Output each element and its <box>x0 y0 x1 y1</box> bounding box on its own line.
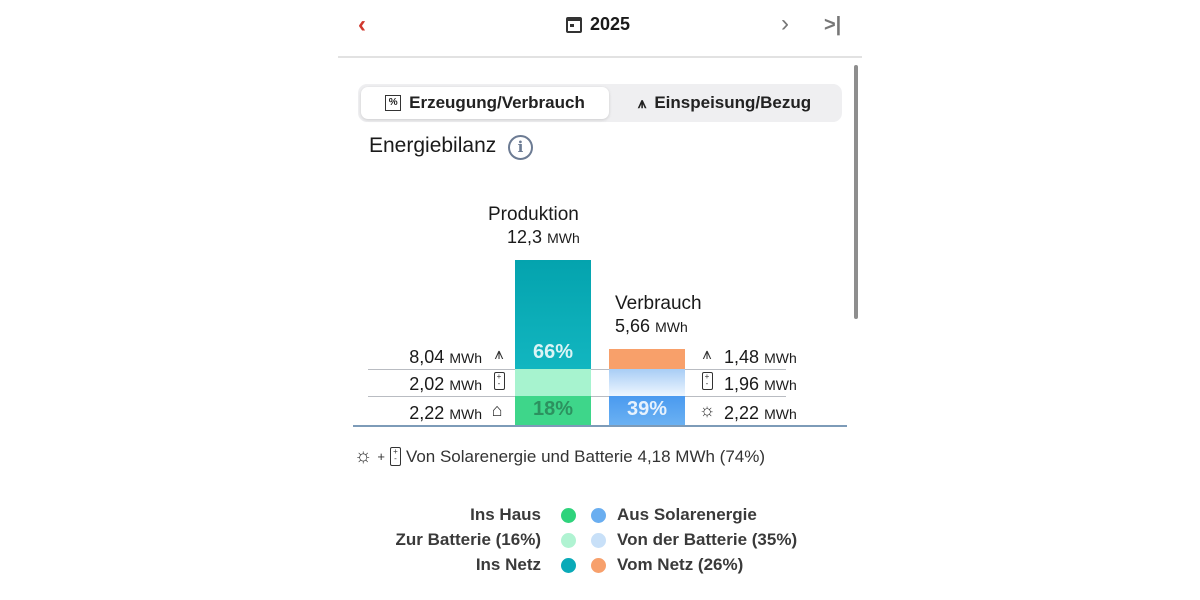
legend-ins-haus: Ins Haus <box>470 505 541 524</box>
legend-dot <box>561 533 576 548</box>
sun-icon: ☼ <box>354 445 373 467</box>
tab-label: Einspeisung/Bezug <box>654 93 812 112</box>
info-icon[interactable]: i <box>508 135 533 160</box>
legend-vom-netz: Vom Netz (26%) <box>617 555 744 574</box>
percent-square-icon: % <box>385 95 402 111</box>
tab-label: Erzeugung/Verbrauch <box>409 93 585 112</box>
legend-dot <box>591 508 606 523</box>
bar-consumption-battery[interactable] <box>609 369 685 396</box>
view-segmented-control: % Erzeugung/Verbrauch ⩚ Einspeisung/Bezu… <box>358 84 842 122</box>
consumption-solar-pct: 39% <box>626 398 668 420</box>
plus-sign: + <box>377 449 385 464</box>
previous-button[interactable]: ‹ <box>358 11 366 38</box>
scrollbar[interactable] <box>854 65 858 319</box>
consumption-grid-value: 1,48 MWh <box>724 347 797 367</box>
bar-production-house[interactable] <box>515 396 591 426</box>
legend-dot <box>561 558 576 573</box>
battery-icon: + - <box>697 372 717 391</box>
year-label: 2025 <box>590 14 631 34</box>
consumption-solar-value: 2,22 MWh <box>724 403 797 423</box>
production-grid-value: 8,04 MWh <box>409 347 482 367</box>
consumption-label: Verbrauch <box>615 293 702 314</box>
chart-baseline <box>353 425 847 427</box>
bar-consumption-grid[interactable] <box>609 349 685 369</box>
tab-einspeisung-bezug[interactable]: ⩚ Einspeisung/Bezug <box>610 87 839 119</box>
section-title: Energiebilanz <box>369 134 497 157</box>
power-pylon-icon: ⩚ <box>702 346 712 363</box>
production-total: 12,3 MWh <box>507 227 580 247</box>
legend-ins-netz: Ins Netz <box>475 555 541 574</box>
sun-icon: ☼ <box>698 400 716 420</box>
skip-to-end-button[interactable]: >| <box>824 14 842 36</box>
battery-icon: + - <box>489 372 509 391</box>
power-pylon-icon: ⩚ <box>637 94 647 112</box>
production-house-pct: 18% <box>532 398 574 420</box>
header-divider <box>338 56 862 58</box>
consumption-total: 5,66 MWh <box>615 316 688 336</box>
consumption-battery-value: 1,96 MWh <box>724 374 797 394</box>
house-icon: ⌂ <box>491 400 503 420</box>
tab-erzeugung-verbrauch[interactable]: % Erzeugung/Verbrauch <box>361 87 609 119</box>
production-grid-pct: 66% <box>532 341 574 363</box>
calendar-icon <box>566 16 582 33</box>
bar-production-battery[interactable] <box>515 369 591 396</box>
bar-production-grid[interactable] <box>515 260 591 369</box>
bar-consumption-solar[interactable] <box>609 396 685 426</box>
legend-dot <box>561 508 576 523</box>
production-house-value: 2,22 MWh <box>409 403 482 423</box>
legend-aus-solarenergie: Aus Solarenergie <box>617 505 757 524</box>
next-button[interactable]: › <box>781 10 789 37</box>
legend-von-der-batterie: Von der Batterie (35%) <box>617 530 798 549</box>
production-battery-value: 2,02 MWh <box>409 374 482 394</box>
power-pylon-icon: ⩚ <box>494 346 504 363</box>
self-supply-summary: ☼ + + - Von Solarenergie und Batterie 4,1… <box>354 445 765 468</box>
legend-dot <box>591 533 606 548</box>
period-selector[interactable]: 2025 <box>566 14 630 35</box>
summary-text: Von Solarenergie und Batterie 4,18 MWh (… <box>405 446 766 466</box>
production-label: Produktion <box>488 204 579 225</box>
legend-zur-batterie: Zur Batterie (16%) <box>395 530 541 549</box>
battery-icon: + - <box>389 447 401 466</box>
legend-dot <box>591 558 606 573</box>
